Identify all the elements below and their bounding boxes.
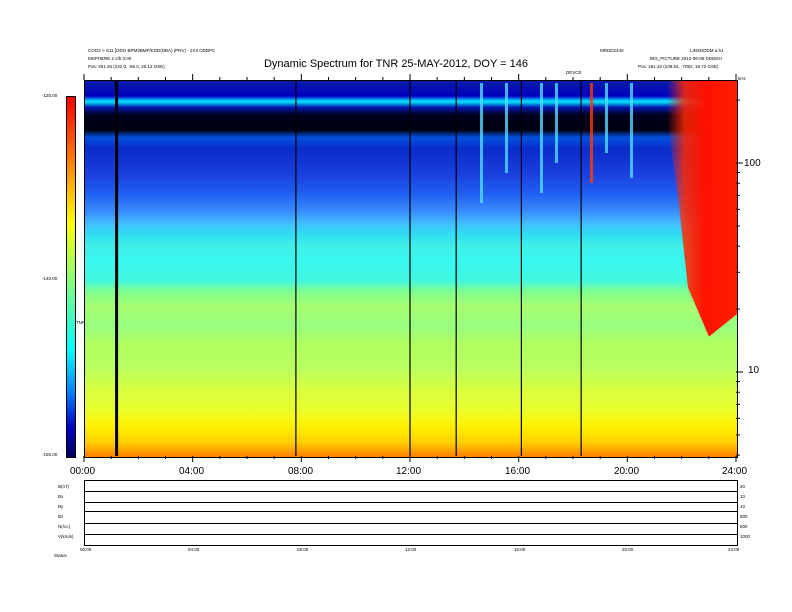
ts-label: B(nT) — [58, 484, 70, 489]
ts-x-tick-label: 20:00 — [622, 547, 634, 552]
ts-x-tick-label: 00:00 — [80, 547, 92, 552]
ts-right-label: 10 — [740, 494, 746, 499]
x-tick-label: 12:00 — [396, 466, 422, 477]
ts-x-tick-label: 04:00 — [188, 547, 200, 552]
spectral-streak — [480, 83, 483, 203]
ts-right-label: 1000 — [740, 534, 751, 539]
spectral-streak — [590, 83, 593, 183]
spectral-streak — [605, 83, 608, 153]
header-right-line3: BIG_PICTURE 2012-06-05 DDDDH — [650, 56, 722, 61]
colorbar-tick-label: -140.00 — [42, 276, 58, 281]
ts-label: By — [58, 504, 64, 509]
timeseries-trace — [85, 491, 737, 492]
header-right-line1: MRDD2440 — [600, 48, 624, 53]
x-tick-label: 20:00 — [614, 466, 640, 477]
ts-label: N(/cc) — [58, 524, 70, 529]
timeseries-panel — [84, 480, 738, 546]
ts-right-label: 500 — [740, 524, 748, 529]
ts-label: V(km/s) — [58, 534, 74, 539]
x-tick-label: 24:00 — [722, 466, 748, 477]
timeseries-trace — [85, 511, 737, 512]
timeseries-trace — [85, 502, 737, 503]
ts-x-tick-label: 16:00 — [514, 547, 526, 552]
timeseries-trace — [85, 534, 737, 535]
ts-bottom-label: Status — [54, 553, 67, 558]
y-tick-label: 10 — [748, 365, 760, 376]
chart-title: Dynamic Spectrum for TNR 25-MAY-2012, DO… — [263, 58, 528, 70]
header-right-line4: Pos: 251.32 (239.54, -7052, 19.72 GSE) — [638, 64, 719, 69]
ts-right-label: 20 — [740, 484, 746, 489]
ts-label: Bx — [58, 494, 64, 499]
header-right-line2: LINSDDDM a b1 — [690, 48, 724, 53]
x-tick-label: 04:00 — [179, 466, 205, 477]
colorbar-label: TNR — [76, 320, 86, 325]
header-corner-unit: kHz — [738, 76, 746, 81]
colorbar-tick-label: -155.00 — [42, 452, 58, 457]
spectral-streak — [540, 83, 543, 193]
colorbar-tick-label: -125.00 — [42, 93, 58, 98]
y-tick-label: 100 — [744, 158, 761, 169]
spectral-streak — [555, 83, 558, 163]
ts-right-label: 10 — [740, 504, 746, 509]
header-left-line3: Pos: 251.25 (232.0, -56.0, 20.12 GSE) — [88, 64, 165, 69]
header-left-line1: COO2 > S11 [ODO BPM3BMP/KDD(DBA) (PRV) -… — [88, 48, 216, 53]
x-tick-label: 08:00 — [288, 466, 314, 477]
header-left-line2: MSPHERE 2 s/b 0:00 — [88, 56, 132, 61]
spectral-streak — [630, 83, 633, 178]
x-tick-label: 00:00 — [70, 466, 96, 477]
spectrogram-plot — [84, 80, 738, 458]
colorbar — [66, 96, 76, 458]
ts-x-tick-label: 24:00 — [728, 547, 740, 552]
timeseries-trace — [85, 523, 737, 524]
header-center-small: DEVCE — [566, 70, 582, 75]
ts-x-tick-label: 08:00 — [297, 547, 309, 552]
ts-x-tick-label: 12:00 — [405, 547, 417, 552]
ts-label: Bz — [58, 514, 64, 519]
x-tick-label: 16:00 — [505, 466, 531, 477]
spectral-streak — [505, 83, 508, 173]
ts-right-label: 500 — [740, 514, 748, 519]
